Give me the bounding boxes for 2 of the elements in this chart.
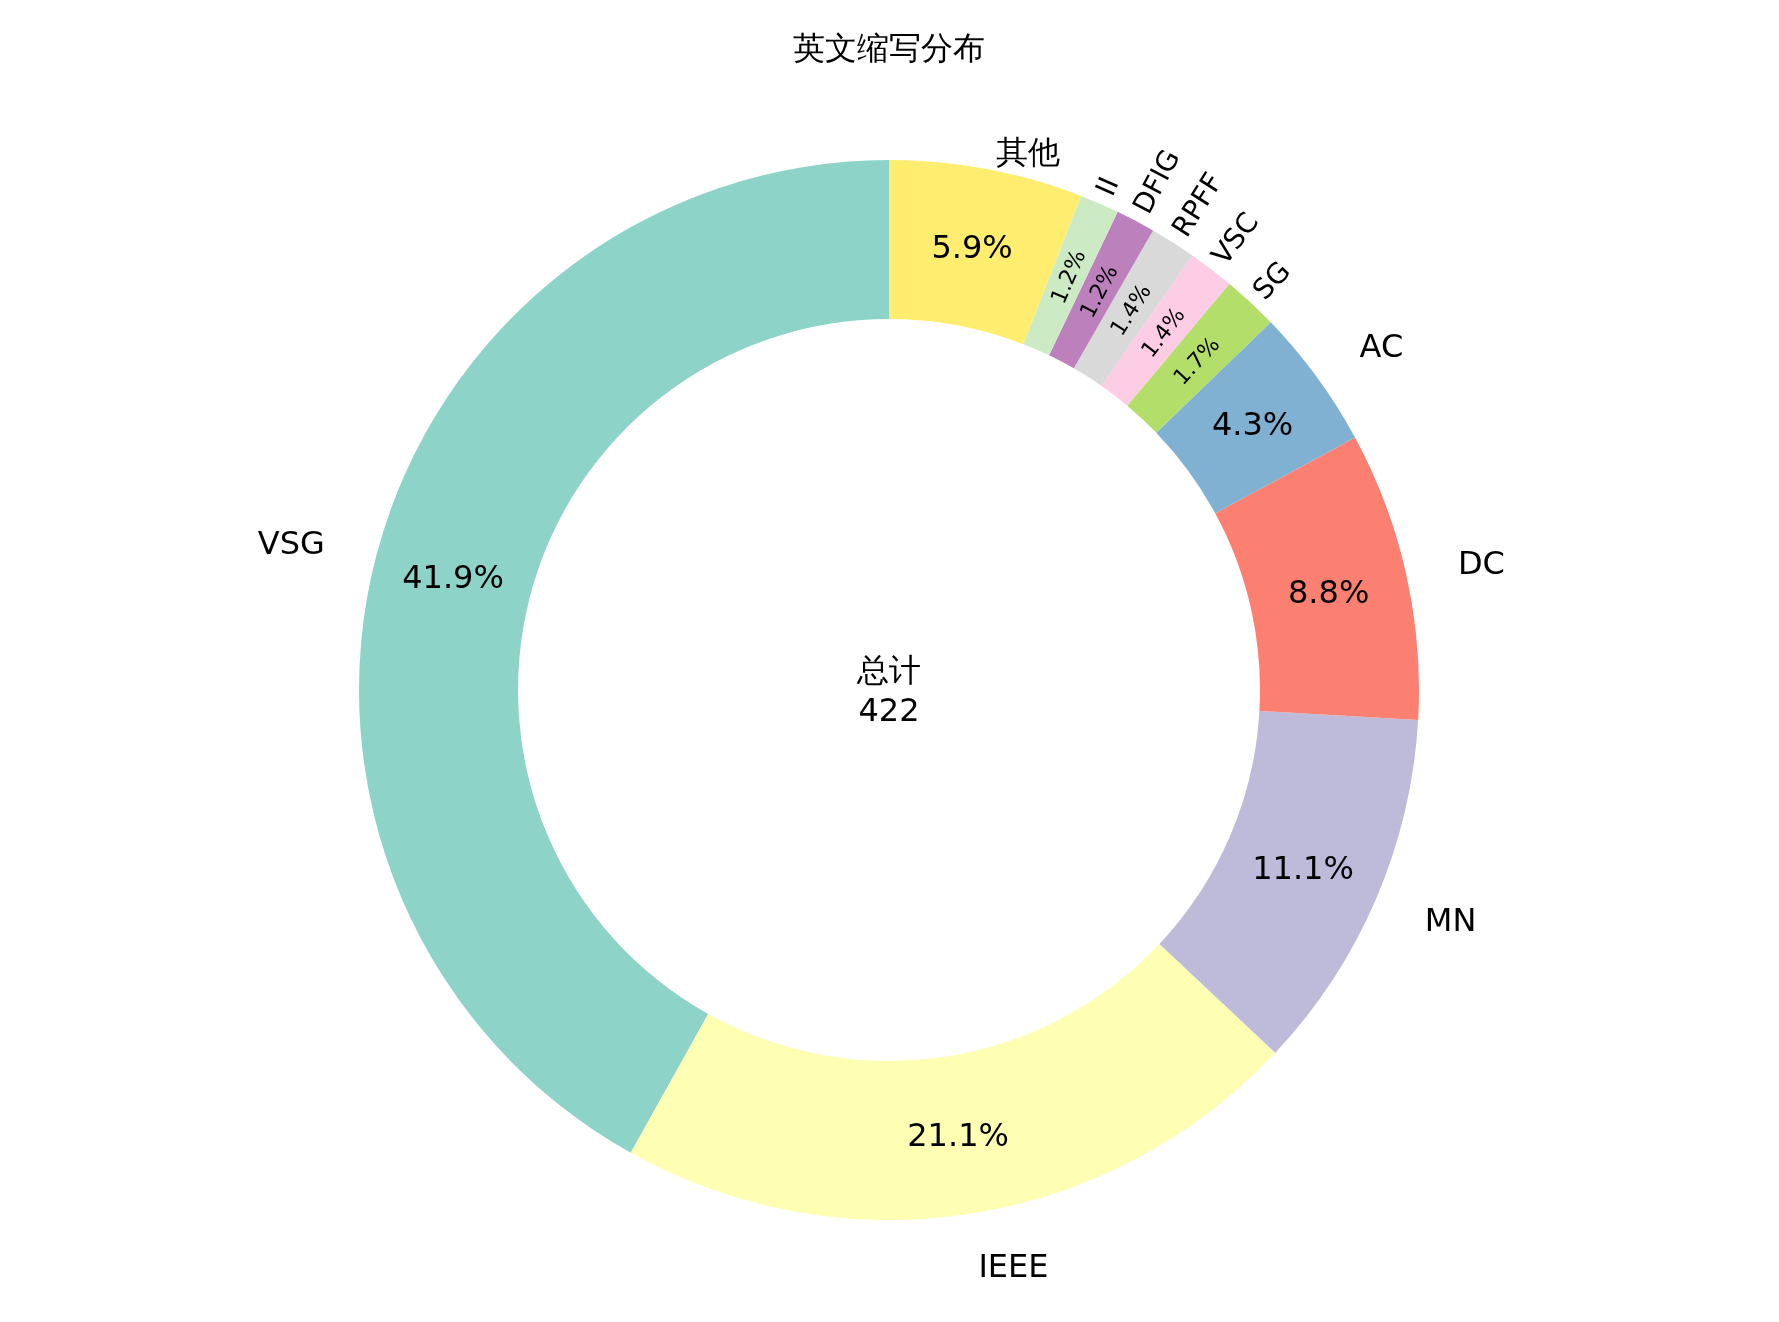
title: 英文缩写分布 bbox=[793, 29, 985, 67]
annotation: 总计 422 bbox=[857, 651, 921, 729]
